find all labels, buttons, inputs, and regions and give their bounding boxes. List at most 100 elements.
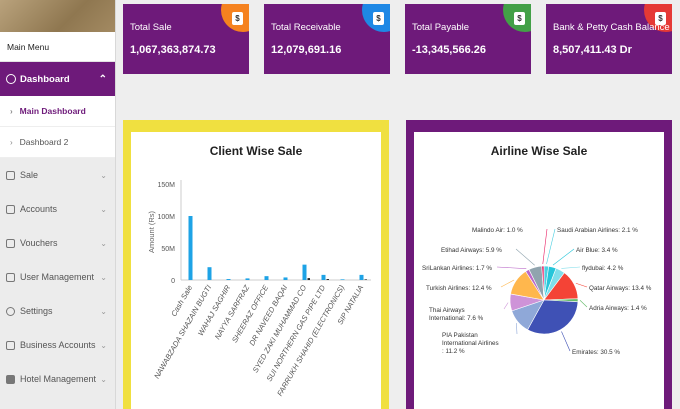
airline-wise-sale-chart-area: Airline Wise Sale Saudi Arabian Airlines…: [414, 132, 664, 409]
bar[interactable]: [283, 277, 288, 280]
bar[interactable]: [226, 279, 231, 280]
folder-icon: [6, 238, 15, 248]
card-title: Total Sale: [130, 22, 172, 33]
company-logo[interactable]: [0, 0, 115, 32]
pie-leader-line: [561, 331, 571, 352]
pie-slice-label-line: International: 7.6 %: [429, 315, 484, 322]
pie-leader-line: [546, 228, 556, 265]
sidebar-item-dashboard[interactable]: Dashboard ⌃: [0, 62, 115, 96]
pie-slice-label: Etihad Airways: 5.9 %: [441, 247, 502, 254]
y-axis-label: Amount (Rs): [147, 210, 156, 253]
pie-slice-label: SriLankan Airlines: 1.7 %: [422, 265, 492, 272]
chevron-down-icon: ⌄: [100, 306, 107, 316]
bar[interactable]: [364, 279, 368, 280]
sidebar-item-settings[interactable]: Settings ⌄: [0, 294, 115, 328]
bar[interactable]: [359, 274, 364, 280]
pie-slice-label-line: International Airlines: [442, 340, 499, 347]
sidebar-item-label: Sale: [20, 170, 39, 180]
pie-slice[interactable]: [527, 299, 579, 335]
sidebar-item-accounts[interactable]: Accounts ⌄: [0, 192, 115, 226]
sidebar: Main Menu Dashboard ⌃ › Main Dashboard ›…: [0, 0, 116, 409]
bar[interactable]: [302, 264, 307, 280]
pie-leader-line: [575, 282, 588, 288]
sidebar-item-vouchers[interactable]: Vouchers ⌄: [0, 226, 115, 260]
sidebar-item-label: Settings: [20, 306, 53, 316]
bar[interactable]: [245, 278, 250, 280]
sidebar-item-label: Vouchers: [20, 238, 58, 248]
bar[interactable]: [326, 279, 330, 280]
pie-slice-label: Adria Airways: 1.4 %: [589, 305, 647, 312]
chevron-down-icon: ⌄: [100, 374, 107, 384]
card-value: -13,345,566.26: [412, 44, 487, 56]
stat-card-total-receivable: $ Total Receivable 12,079,691.16: [264, 4, 390, 74]
pie-leader-line: [500, 279, 515, 288]
card-title: Bank & Petty Cash Balance: [553, 22, 670, 33]
bar[interactable]: [207, 267, 212, 280]
pie-slice-label: Turkish Airlines: 12.4 %: [426, 285, 492, 292]
client-wise-sale-chart-area: Client Wise Sale 0 50M 100M 150M Amount (Rs)…: [131, 132, 381, 409]
card-title: Total Payable: [412, 22, 470, 33]
sidebar-subitem-label: Dashboard 2: [19, 137, 69, 147]
pie-leader-line: [516, 323, 518, 335]
chevron-down-icon: ⌄: [100, 204, 107, 214]
stat-card-total-payable: $ Total Payable -13,345,566.26: [405, 4, 531, 74]
sidebar-item-label: Accounts: [20, 204, 58, 214]
pie-slice-label: Emirates: 30.5 %: [572, 349, 620, 356]
pie-leader-line: [552, 248, 575, 266]
card-title: Total Receivable: [271, 22, 341, 33]
chevron-down-icon: ⌄: [100, 272, 107, 282]
card-value: 1,067,363,874.73: [130, 44, 216, 56]
gear-icon: [6, 306, 15, 316]
client-wise-sale-panel: Client Wise Sale 0 50M 100M 150M Amount (Rs)…: [123, 120, 389, 409]
cart-icon: [6, 170, 15, 180]
pie-slice-label: flydubai: 4.2 %: [582, 265, 624, 272]
chevron-down-icon: ⌄: [100, 340, 107, 350]
bar[interactable]: [264, 276, 269, 280]
building-icon: [6, 340, 15, 350]
sidebar-item-label: Business Accounts: [20, 340, 96, 350]
sidebar-subitem-dashboard-2[interactable]: › Dashboard 2: [0, 127, 115, 158]
chevron-up-icon: ⌃: [98, 73, 107, 85]
sidebar-item-label: Dashboard: [20, 73, 70, 85]
dashboard-icon: [6, 74, 16, 84]
pie-slice-label: PIA Pakistan International Airlines: 11.2…: [442, 332, 499, 355]
pie-leader-line: [496, 266, 527, 269]
pie-leader-line: [579, 300, 588, 308]
bar[interactable]: [307, 278, 311, 280]
bar[interactable]: [188, 216, 193, 280]
pie-slice-label-line: : 11.2 %: [442, 348, 465, 355]
main-menu-label: Main Menu: [0, 32, 115, 62]
sidebar-item-user-management[interactable]: User Management ⌄: [0, 260, 115, 294]
chart-title: Airline Wise Sale: [490, 144, 588, 158]
stat-card-bank-petty-cash: $ Bank & Petty Cash Balance 8,507,411.43…: [546, 4, 672, 74]
sidebar-item-sale[interactable]: Sale ⌄: [0, 158, 115, 192]
card-value: 8,507,411.43 Dr: [553, 44, 632, 56]
sidebar-item-label: Hotel Management: [20, 374, 97, 384]
sidebar-subitem-label: Main Dashboard: [19, 106, 86, 116]
chart-title: Client Wise Sale: [209, 144, 303, 158]
pie-slice-label: Thai Airways International: 7.6 %: [429, 307, 484, 322]
sidebar-item-hotel-management[interactable]: Hotel Management ⌄: [0, 362, 115, 396]
calculator-icon: [6, 204, 15, 214]
sidebar-item-business-accounts[interactable]: Business Accounts ⌄: [0, 328, 115, 362]
chevron-down-icon: ⌄: [100, 170, 107, 180]
y-tick-label: 150M: [157, 182, 175, 189]
money-icon: $: [373, 12, 384, 25]
sidebar-item-label: User Management: [20, 272, 95, 282]
stat-card-total-sale: $ Total Sale 1,067,363,874.73: [123, 4, 249, 74]
money-icon: $: [514, 12, 525, 25]
bar[interactable]: [340, 279, 345, 280]
money-icon: $: [232, 12, 243, 25]
money-icon: $: [655, 12, 666, 25]
chevron-right-icon: ›: [10, 106, 13, 116]
airline-wise-sale-pie-chart: Saudi Arabian Airlines: 2.1 % Air Blue: 3…: [422, 227, 652, 356]
sidebar-subitem-main-dashboard[interactable]: › Main Dashboard: [0, 96, 115, 127]
y-tick-label: 50M: [161, 246, 175, 253]
bar[interactable]: [321, 274, 326, 280]
y-tick-label: 0: [171, 278, 175, 285]
pie-slice-label: Malindo Air: 1.0 %: [472, 227, 523, 234]
hotel-icon: [6, 374, 15, 384]
pie-slice[interactable]: [541, 265, 545, 301]
pie-slice-label-line: PIA Pakistan: [442, 332, 478, 339]
